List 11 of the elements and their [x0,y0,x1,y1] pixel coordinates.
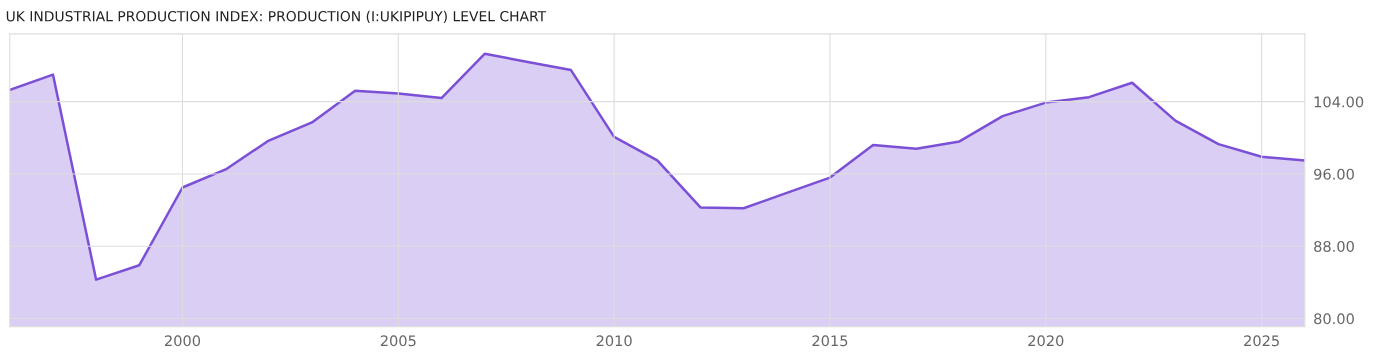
x-tick-label: 2025 [1244,335,1279,347]
x-tick-label: 2015 [812,335,848,347]
y-tick-label: 96.00 [1314,168,1354,180]
x-tick-label: 2000 [164,335,201,347]
chart-title: UK INDUSTRIAL PRODUCTION INDEX: PRODUCTION (I:UKIPIPUY) LEVEL CHART [6,10,547,24]
x-tick-label: 2005 [380,335,416,347]
y-tick-label: 88.00 [1314,240,1354,252]
y-tick-label: 104.00 [1314,96,1364,108]
x-tick-label: 2010 [596,335,632,347]
x-tick-label: 2020 [1028,335,1064,347]
y-tick-label: 80.00 [1314,313,1354,325]
